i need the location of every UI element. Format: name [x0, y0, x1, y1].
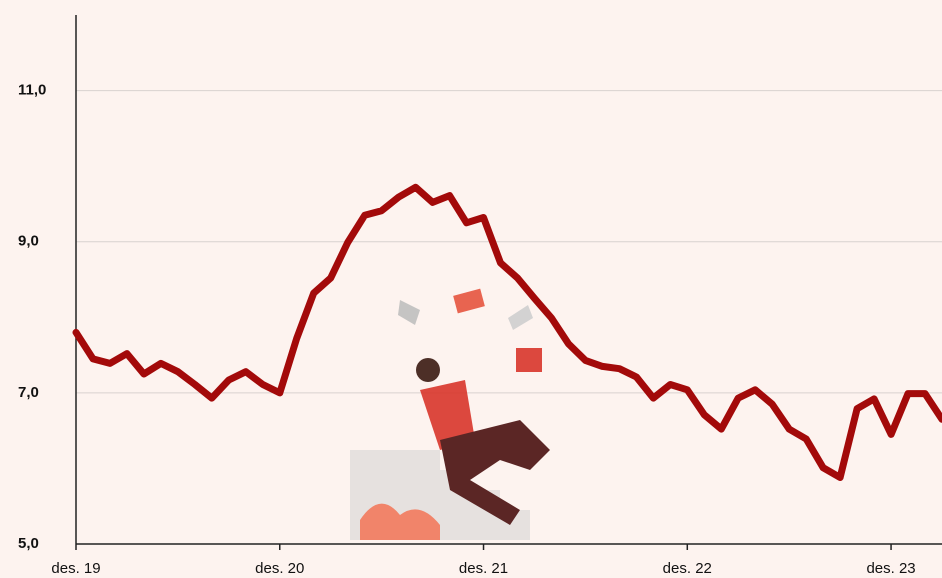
y-tick-label: 9,0	[18, 233, 39, 250]
y-tick-label: 7,0	[18, 384, 39, 401]
x-tick-label: des. 22	[663, 560, 712, 577]
x-tick-label: des. 19	[51, 560, 100, 577]
y-tick-label: 11,0	[18, 82, 46, 99]
illustration	[350, 288, 550, 540]
y-tick-label: 5,0	[18, 535, 39, 552]
line	[72, 183, 942, 481]
x-tick-label: des. 23	[866, 560, 915, 577]
x-tick-label: des. 21	[459, 560, 508, 577]
x-tick-label: des. 20	[255, 560, 304, 577]
